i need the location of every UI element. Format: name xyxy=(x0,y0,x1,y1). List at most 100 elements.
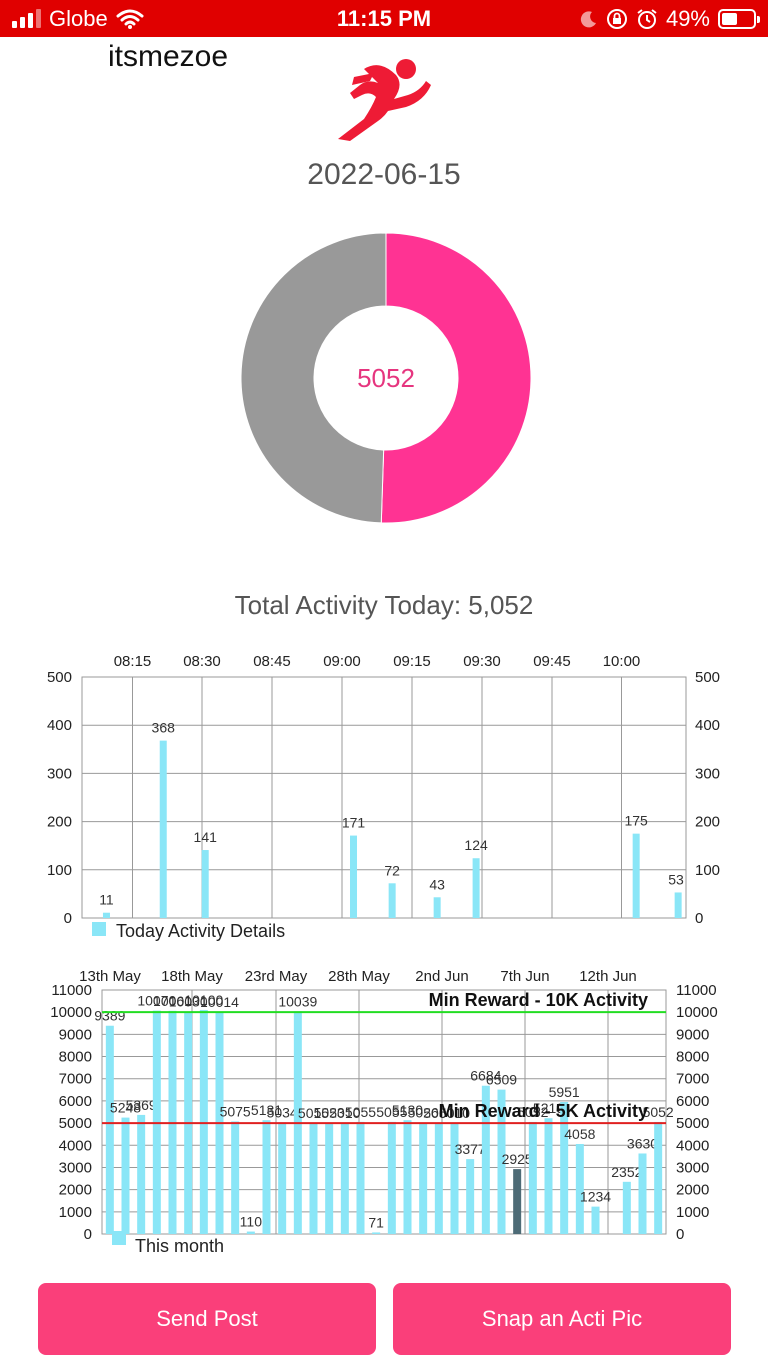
bar-value-label: 5951 xyxy=(549,1084,580,1100)
y-tick-label-left: 2000 xyxy=(59,1182,92,1199)
bar xyxy=(633,834,640,918)
bar xyxy=(357,1122,365,1234)
y-tick-label-right: 5000 xyxy=(676,1115,709,1132)
y-tick-label-left: 9000 xyxy=(59,1026,92,1043)
bar xyxy=(434,897,441,918)
moon-icon xyxy=(580,10,598,28)
y-tick-label-right: 500 xyxy=(695,669,720,686)
y-tick-label-left: 300 xyxy=(47,765,72,782)
bar-value-label: 3630 xyxy=(627,1135,658,1151)
x-tick-label: 10:00 xyxy=(603,653,641,670)
y-tick-label-right: 10000 xyxy=(676,1004,718,1021)
bar xyxy=(325,1123,333,1234)
y-tick-label-right: 4000 xyxy=(676,1137,709,1154)
bar-value-label: 72 xyxy=(384,862,400,878)
bar-value-label: 71 xyxy=(368,1214,384,1230)
battery-percent: 49% xyxy=(666,6,710,32)
bar-value-label: 10014 xyxy=(200,994,239,1010)
runner-icon xyxy=(334,55,434,143)
bar xyxy=(231,1121,239,1234)
username: itsmezoe xyxy=(108,40,228,74)
snap-pic-button[interactable]: Snap an Acti Pic xyxy=(393,1283,731,1355)
y-tick-label-right: 8000 xyxy=(676,1049,709,1066)
legend-label: Today Activity Details xyxy=(116,921,285,941)
bar xyxy=(263,1120,271,1234)
bar xyxy=(419,1123,427,1234)
bar xyxy=(388,1122,396,1234)
plot-area xyxy=(82,677,686,918)
status-bar: Globe 11:15 PM 49% xyxy=(0,0,768,37)
y-tick-label-left: 0 xyxy=(84,1226,92,1243)
alarm-icon xyxy=(636,8,658,30)
bar-value-label: 5075 xyxy=(220,1103,251,1119)
bar xyxy=(435,1123,443,1234)
donut-remaining-slice xyxy=(241,233,386,523)
y-tick-label-left: 5000 xyxy=(59,1115,92,1132)
bar xyxy=(202,850,209,918)
bar-value-label: 110 xyxy=(240,1214,263,1230)
bar-value-label: 10039 xyxy=(278,993,317,1009)
y-tick-label-right: 7000 xyxy=(676,1071,709,1088)
x-tick-label: 09:00 xyxy=(323,653,361,670)
y-tick-label-left: 10000 xyxy=(50,1004,92,1021)
x-tick-label: 2nd Jun xyxy=(415,968,468,985)
y-tick-label-right: 0 xyxy=(695,910,703,927)
x-tick-label: 7th Jun xyxy=(500,968,549,985)
bar xyxy=(103,913,110,918)
y-tick-label-left: 8000 xyxy=(59,1049,92,1066)
bar-value-label: 4058 xyxy=(564,1126,595,1142)
bar-value-label: 141 xyxy=(194,829,218,845)
bar xyxy=(654,1122,662,1234)
x-tick-label: 09:30 xyxy=(463,653,501,670)
donut-filled-slice xyxy=(381,233,531,523)
bar-value-label: 2352 xyxy=(611,1164,642,1180)
bar-value-label: 368 xyxy=(152,720,176,736)
bar-value-label: 5369 xyxy=(126,1097,157,1113)
y-tick-label-right: 0 xyxy=(676,1226,684,1243)
bar xyxy=(675,892,682,918)
bar-value-label: 6509 xyxy=(486,1072,517,1088)
y-tick-label-left: 7000 xyxy=(59,1071,92,1088)
x-tick-label: 28th May xyxy=(328,968,390,985)
send-post-button[interactable]: Send Post xyxy=(38,1283,376,1355)
reference-line-label: Min Reward - 5K Activity xyxy=(439,1101,648,1121)
bar xyxy=(623,1182,631,1234)
bar-value-label: 3377 xyxy=(455,1141,486,1157)
bar xyxy=(545,1118,553,1234)
bar-value-label: 175 xyxy=(624,813,648,829)
bar-value-label: 53 xyxy=(668,871,684,887)
bar xyxy=(200,1010,208,1234)
x-tick-label: 18th May xyxy=(161,968,223,985)
y-tick-label-right: 11000 xyxy=(676,982,717,999)
y-tick-label-right: 400 xyxy=(695,717,720,734)
bar xyxy=(341,1123,349,1234)
y-tick-label-left: 6000 xyxy=(59,1093,92,1110)
x-tick-label: 23rd May xyxy=(245,968,308,985)
legend-swatch xyxy=(92,922,106,936)
bar xyxy=(137,1115,145,1234)
bar-value-label: 124 xyxy=(464,837,488,853)
bar-value-label: 11 xyxy=(99,892,114,908)
y-tick-label-left: 4000 xyxy=(59,1137,92,1154)
total-activity-label: Total Activity Today: 5,052 xyxy=(0,590,768,621)
bar xyxy=(466,1159,474,1234)
activity-date: 2022-06-15 xyxy=(0,158,768,192)
legend-label: This month xyxy=(135,1236,224,1256)
x-tick-label: 09:45 xyxy=(533,653,571,670)
today-activity-chart: 0 0 100 100 200 200 300 300 400 400 500 500 08:15 08:… xyxy=(0,645,768,945)
bar-value-label: 9389 xyxy=(94,1008,125,1024)
y-tick-label-left: 3000 xyxy=(59,1159,92,1176)
bar-value-label: 1234 xyxy=(580,1189,611,1205)
bar xyxy=(247,1232,255,1234)
bar xyxy=(560,1102,568,1234)
y-tick-label-right: 9000 xyxy=(676,1026,709,1043)
y-tick-label-right: 6000 xyxy=(676,1093,709,1110)
reference-line-label: Min Reward - 10K Activity xyxy=(429,990,648,1010)
bar xyxy=(122,1118,130,1234)
donut-chart xyxy=(240,232,532,524)
y-tick-label-right: 200 xyxy=(695,814,720,831)
bar-selected xyxy=(513,1169,521,1234)
bar-value-label: 171 xyxy=(342,815,366,831)
bar-value-label: 2925 xyxy=(502,1151,533,1167)
